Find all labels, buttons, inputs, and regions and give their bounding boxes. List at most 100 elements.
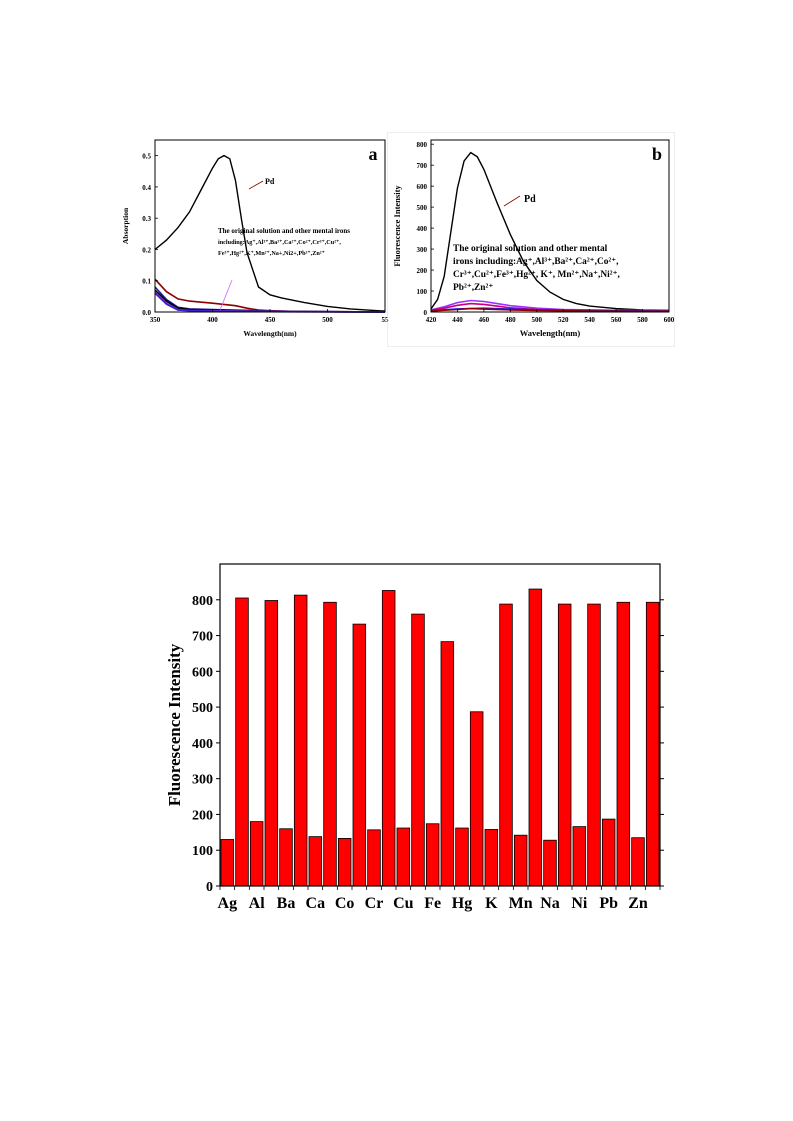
x-tick-label: 55 [382,316,390,324]
metal-annotation-line-1: The original solution and other mental [453,244,608,254]
y-tick-label: 200 [192,808,213,823]
x-tick-label: 600 [664,316,675,324]
y-tick-label: 0.0 [142,309,151,317]
bar-ca-low [308,836,323,887]
bar-k-high [499,603,513,887]
fluorescence-bar-chart-svg: Ag Al Ba Ca Co Cr Cu Fe Hg K Mn Na Ni Pb Zn 0 100 200 300 4… [165,563,664,912]
y-tick-label: 600 [417,183,428,191]
panel-label: b [652,144,662,164]
x-tick-label: Ni [571,895,588,912]
x-tick-label: 560 [611,316,622,324]
bar-ag-low [220,839,235,887]
bar-cu-high [411,613,425,887]
metal-annotation-line-2: irons including:Ag⁺,Al³⁺,Ba²⁺,Ca²⁺,Co²⁺, [453,257,619,267]
series-line-pd [154,154,386,312]
metal-pointer-line [219,279,233,311]
bar-na-high [557,603,572,887]
bar-cu-low [396,827,411,887]
y-axis-label: Fluorescence Intensity [392,185,402,267]
y-tick-label: 0.2 [142,246,151,254]
x-tick-label: Fe [424,895,441,912]
y-tick-label: 0.1 [142,278,151,286]
pd-annotation: Pd [524,194,536,205]
metal-annotation-line-1: The original solution and other mental i… [218,227,350,235]
x-tick-label: Cu [393,895,414,912]
y-tick-label: 500 [417,204,428,212]
y-tick-label: 500 [192,701,213,716]
x-tick-label: Hg [452,895,472,912]
bar-co-low [337,838,352,887]
absorption-chart-svg: 350 400 450 500 55 0.0 0.1 0.2 0.3 0.4 0.5 Waveleng… [121,139,390,338]
bar-ni-low [572,826,587,887]
bar-pb-high [616,601,631,887]
y-tick-label: 400 [192,737,213,752]
metal-annotation-line-3: Fe³⁺,Hg²⁺,K⁺,Mn²⁺,Na+,Ni2+,Pb²⁺,Zn²⁺ [218,250,325,257]
bar-na-low [543,839,557,887]
bar-ag-high [235,597,249,887]
bar-al-high [264,600,279,887]
x-tick-label: K [485,895,498,912]
y-tick-label: 300 [417,246,428,254]
series-line-pd [430,151,670,311]
x-tick-label: Cr [365,895,384,912]
x-tick-label: Ba [277,895,296,912]
y-tick-label: 100 [192,844,213,859]
y-tick-label: 0.4 [142,184,151,192]
x-tick-label: 540 [584,316,595,324]
x-tick-label: 400 [207,316,218,324]
bar-hg-high [469,711,484,887]
x-tick-label: Al [249,895,266,912]
metal-annotation-line-2: including:Ag⁺,Al³⁺,Ba²⁺,Ca²⁺,Co²⁺,Cr³⁺,C… [218,239,341,246]
x-axis-label: Wavelength(nm) [243,329,297,338]
bar-cr-high [381,590,396,887]
series-line-metal-4 [430,307,670,312]
bar-pb-low [601,818,616,887]
bar-ca-high [323,601,337,887]
bar-zn-high [645,601,660,887]
y-tick-label: 200 [417,267,428,275]
y-tick-label: 0.3 [142,215,151,223]
absorption-chart: 350 400 450 500 55 0.0 0.1 0.2 0.3 0.4 0.5 Waveleng… [120,132,395,347]
x-tick-label: Ag [218,895,238,912]
bar-fe-high [440,641,455,887]
x-tick-label: Co [335,895,355,912]
y-tick-label: 100 [417,288,428,296]
x-tick-label: 440 [452,316,463,324]
pd-annotation: Pd [265,177,275,186]
x-tick-label: Ca [306,895,326,912]
y-tick-label: 0 [206,880,213,895]
bar-k-low [484,829,499,887]
fluorescence-spectrum-chart: 420 440 460 480 500 520 540 560 580 600 0 100 200 300… [386,131,676,348]
bar-zn-low [631,837,645,887]
x-tick-label: Zn [628,895,648,912]
pd-pointer-line [248,180,264,190]
panel-label: a [369,144,378,164]
y-tick-label: 600 [192,665,213,680]
y-tick-label: 800 [192,594,213,609]
y-tick-label: 700 [417,162,428,170]
x-tick-label: Pb [599,895,618,912]
bar-cr-low [367,829,381,887]
y-tick-label: 700 [192,630,213,645]
x-tick-label: 350 [150,316,161,324]
metal-annotation-line-3: Cr³⁺,Cu²⁺,Fe³⁺,Hg²⁺, K⁺, Mn²⁺,Na⁺,Ni²⁺, [453,270,620,280]
bar-fe-low [425,823,440,887]
bar-mn-high [528,588,543,887]
fluorescence-spectrum-chart-svg: 420 440 460 480 500 520 540 560 580 600 0 100 200 300… [386,131,676,348]
y-tick-label: 400 [417,225,428,233]
plot-background [431,140,669,312]
x-tick-label: 520 [558,316,569,324]
x-tick-label: 460 [479,316,490,324]
bar-al-low [249,821,264,887]
x-tick-label: 450 [265,316,276,324]
x-tick-label: 480 [505,316,516,324]
y-tick-label: 0 [424,309,428,317]
y-axis-label: Absorption [121,207,130,244]
bar-ni-high [587,603,601,887]
bar-hg-low [455,827,469,887]
x-tick-label: 500 [322,316,333,324]
bar-mn-low [513,834,528,887]
bar-ba-high [293,594,308,887]
y-axis-label: Fluorescence Intensity [165,643,184,806]
y-tick-label: 0.5 [142,153,151,161]
